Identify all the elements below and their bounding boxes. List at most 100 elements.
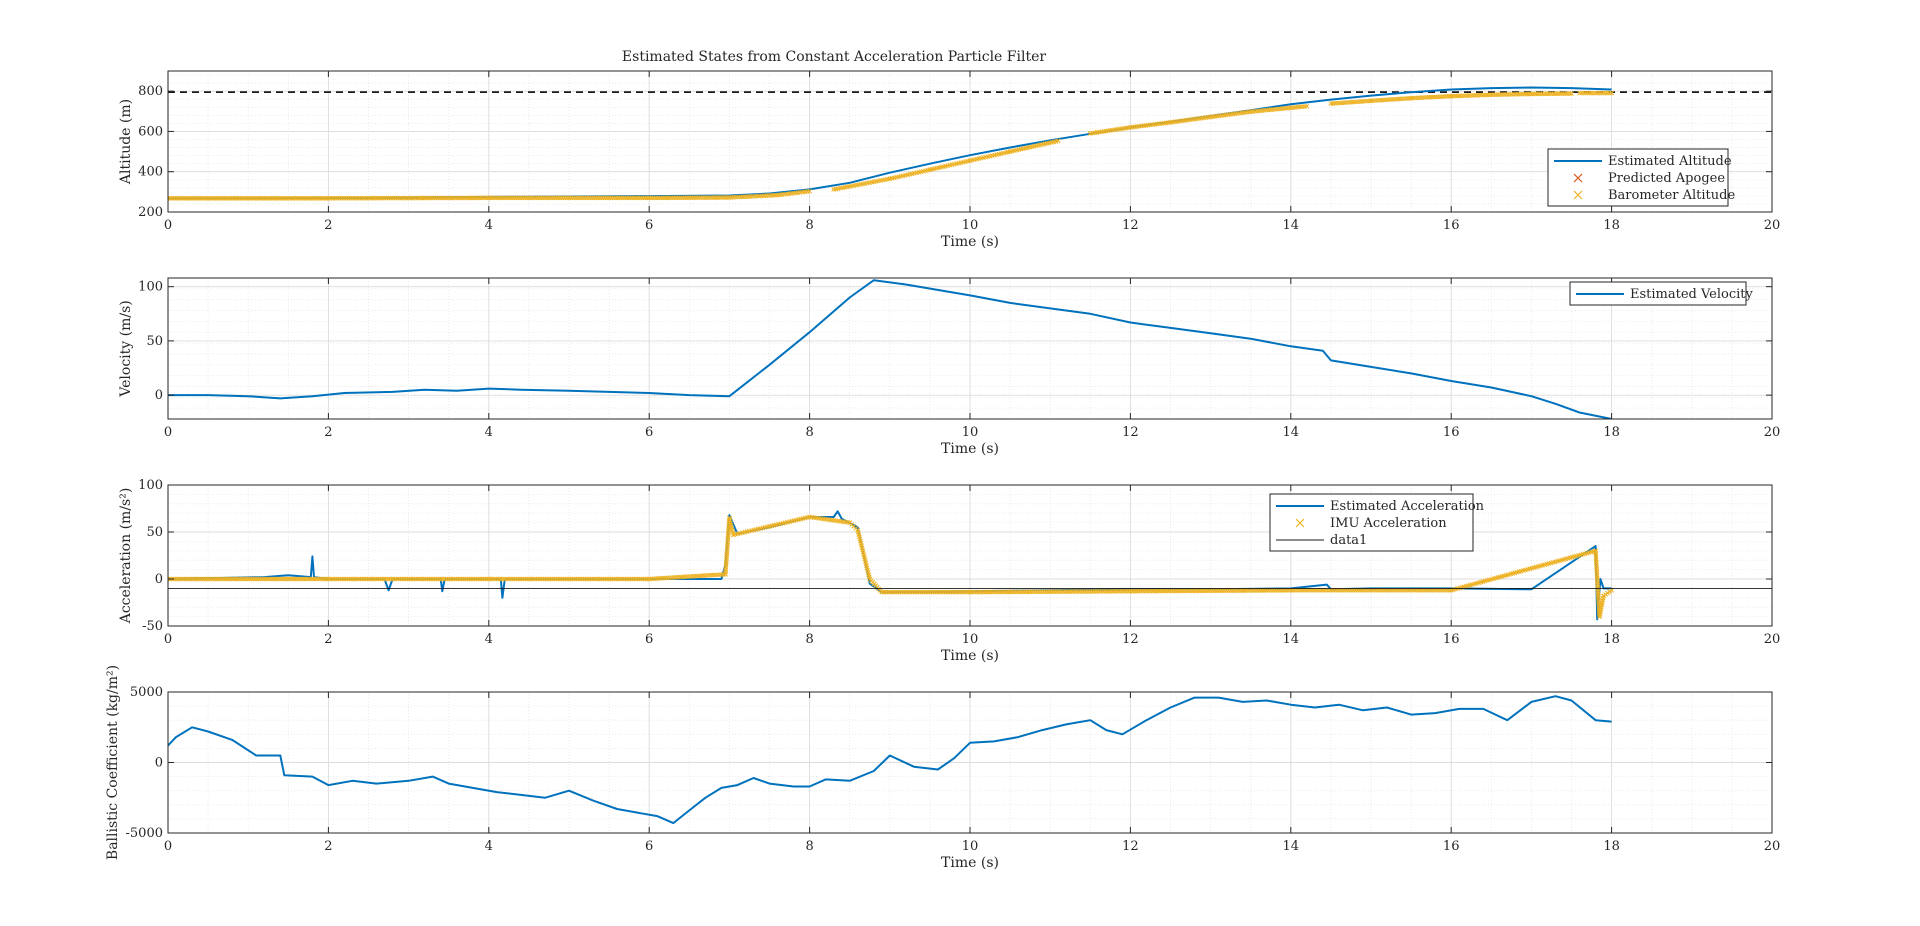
x-tick-label: 16 <box>1443 632 1460 647</box>
x-tick-label: 20 <box>1764 425 1781 440</box>
x-tick-label: 2 <box>324 425 332 440</box>
y-tick-label: 400 <box>138 165 163 180</box>
x-axis-label: Time (s) <box>941 441 999 457</box>
y-tick-label: -50 <box>142 619 163 634</box>
y-tick-label: 0 <box>155 756 163 771</box>
x-tick-label: 0 <box>164 218 172 233</box>
marker-x <box>1609 587 1614 593</box>
marker-x <box>807 188 812 194</box>
y-axis-label: Altitude (m) <box>118 99 134 185</box>
series-altitude-2-seg-0 <box>168 188 812 201</box>
figure-title: Estimated States from Constant Accelerat… <box>622 49 1046 65</box>
legend-label: Estimated Acceleration <box>1330 499 1485 514</box>
x-tick-label: 14 <box>1283 632 1300 647</box>
x-tick-label: 14 <box>1283 839 1300 854</box>
legend-box <box>1569 281 1747 306</box>
x-tick-label: 2 <box>324 218 332 233</box>
x-tick-label: 20 <box>1764 632 1781 647</box>
y-tick-label: 0 <box>155 388 163 403</box>
x-tick-label: 12 <box>1122 839 1139 854</box>
x-tick-label: 0 <box>164 425 172 440</box>
x-axis-label: Time (s) <box>941 648 999 664</box>
series-acceleration-1-markers <box>168 514 1614 619</box>
x-tick-label: 10 <box>962 632 979 647</box>
x-tick-label: 8 <box>805 632 813 647</box>
marker-x <box>1055 138 1061 144</box>
x-tick-label: 10 <box>962 425 979 440</box>
series-altitude-2-seg-1 <box>831 138 1061 192</box>
y-tick-label: 200 <box>138 205 163 220</box>
y-tick-label: 800 <box>138 84 163 99</box>
x-tick-label: 4 <box>485 218 493 233</box>
x-tick-label: 8 <box>805 425 813 440</box>
x-tick-label: 14 <box>1283 425 1300 440</box>
axes-altitude: 0 2 4 6 8 10 12 14 16 18 20 200 400 600 800 Time (s) Alt… <box>118 70 1781 250</box>
x-tick-label: 6 <box>645 218 653 233</box>
series-altitude-2-seg-4 <box>1577 90 1614 96</box>
legend-altitude: Estimated Altitude Predicted Apogee Barome… <box>1547 148 1735 207</box>
y-tick-label: 5000 <box>130 685 163 700</box>
x-tick-label: 4 <box>485 425 493 440</box>
x-tick-label: 20 <box>1764 839 1781 854</box>
x-tick-label: 16 <box>1443 425 1460 440</box>
legend-label: Estimated Velocity <box>1630 287 1754 302</box>
x-tick-label: 18 <box>1603 839 1620 854</box>
legend-label: data1 <box>1330 533 1367 548</box>
x-tick-label: 2 <box>324 839 332 854</box>
x-axis-label: Time (s) <box>941 855 999 871</box>
legend-label: IMU Acceleration <box>1330 516 1447 531</box>
y-tick-label: 50 <box>146 334 163 349</box>
legend-marker-x <box>1573 190 1583 200</box>
legend-label: Estimated Altitude <box>1608 154 1732 169</box>
x-tick-label: 12 <box>1122 425 1139 440</box>
marker-x <box>1569 91 1574 96</box>
series-altitude-0-line <box>168 86 1612 200</box>
marker-x <box>1609 90 1614 96</box>
x-tick-label: 10 <box>962 218 979 233</box>
x-tick-label: 6 <box>645 839 653 854</box>
y-tick-label: 0 <box>155 572 163 587</box>
y-tick-label: -5000 <box>126 826 163 841</box>
x-tick-label: 10 <box>962 839 979 854</box>
x-tick-label: 12 <box>1122 218 1139 233</box>
legend-velocity: Estimated Velocity <box>1569 281 1754 306</box>
legend-marker-x <box>1295 518 1305 528</box>
y-tick-label: 100 <box>138 478 163 493</box>
x-tick-label: 0 <box>164 632 172 647</box>
data-layer-velocity <box>168 279 1612 419</box>
legend-label: Predicted Apogee <box>1608 171 1725 186</box>
x-tick-label: 2 <box>324 632 332 647</box>
series-altitude-2-seg-3 <box>1328 91 1574 107</box>
data-layer-altitude <box>168 86 1772 201</box>
x-tick-label: 0 <box>164 839 172 854</box>
y-tick-label: 600 <box>138 124 163 139</box>
x-tick-label: 18 <box>1603 632 1620 647</box>
x-tick-label: 16 <box>1443 218 1460 233</box>
y-axis-label: Acceleration (m/s²) <box>118 488 134 625</box>
x-tick-label: 20 <box>1764 218 1781 233</box>
x-tick-label: 8 <box>805 839 813 854</box>
data-layer-ballistic <box>168 695 1612 825</box>
legend-label: Barometer Altitude <box>1608 188 1735 203</box>
legend-acceleration: Estimated Acceleration IMU Acceleration da… <box>1269 493 1485 552</box>
series-altitude-2-seg-2 <box>1087 103 1310 136</box>
y-axis-label: Ballistic Coefficient (kg/m²) <box>105 665 121 860</box>
x-tick-label: 4 <box>485 632 493 647</box>
x-tick-label: 6 <box>645 425 653 440</box>
x-tick-label: 16 <box>1443 839 1460 854</box>
marker-x <box>1304 103 1310 109</box>
x-tick-label: 8 <box>805 218 813 233</box>
x-tick-label: 4 <box>485 839 493 854</box>
series-velocity-0-line <box>168 279 1612 419</box>
y-tick-label: 50 <box>146 525 163 540</box>
legend-box <box>1269 493 1474 552</box>
axes-velocity: 0 2 4 6 8 10 12 14 16 18 20 0 50 100 Time (s) Velocity … <box>118 277 1781 457</box>
legend-marker-x <box>1573 173 1583 183</box>
x-axis-label: Time (s) <box>941 234 999 250</box>
y-axis-label: Velocity (m/s) <box>118 300 134 397</box>
x-tick-label: 12 <box>1122 632 1139 647</box>
x-tick-label: 18 <box>1603 218 1620 233</box>
